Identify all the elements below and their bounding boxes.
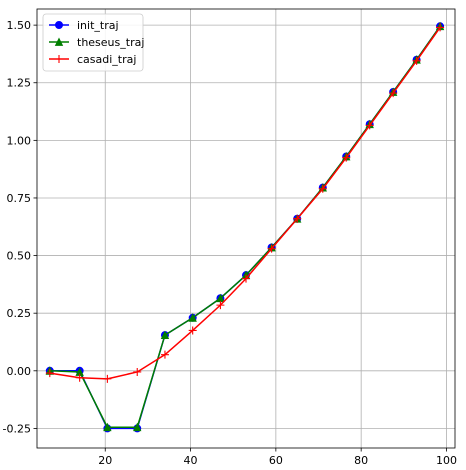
legend-box bbox=[42, 13, 144, 72]
legend-marker bbox=[55, 21, 63, 29]
data-point-casadi_traj bbox=[160, 350, 169, 359]
legend-item-init_traj: init_traj bbox=[49, 19, 119, 32]
series-line-casadi_traj bbox=[49, 27, 441, 380]
legend-item-casadi_traj: casadi_traj bbox=[49, 53, 136, 66]
y-tick-label: 0.00 bbox=[7, 365, 32, 378]
data-point-casadi_traj bbox=[103, 374, 112, 383]
y-tick-label: 1.25 bbox=[7, 77, 32, 90]
data-point-casadi_traj bbox=[216, 301, 225, 310]
x-tick-label: 40 bbox=[184, 454, 198, 467]
y-tick-label: 0.75 bbox=[7, 192, 32, 205]
data-point-casadi_traj bbox=[365, 121, 374, 130]
data-point-casadi_traj bbox=[412, 56, 421, 65]
legend-item-theseus_traj: theseus_traj bbox=[49, 36, 144, 49]
y-tick-label: 0.50 bbox=[7, 250, 32, 263]
y-tick-label: 0.25 bbox=[7, 307, 32, 320]
legend-marker bbox=[54, 37, 64, 46]
series-lines bbox=[45, 21, 445, 433]
data-point-casadi_traj bbox=[318, 184, 327, 193]
data-point-casadi_traj bbox=[389, 89, 398, 98]
grid-lines bbox=[37, 9, 455, 448]
legend-label: theseus_traj bbox=[77, 36, 144, 49]
data-point-casadi_traj bbox=[293, 214, 302, 223]
legend-marker bbox=[55, 55, 63, 63]
data-point-casadi_traj bbox=[267, 244, 276, 253]
x-tick-label: 100 bbox=[436, 454, 457, 467]
x-tick-label: 20 bbox=[98, 454, 112, 467]
data-point-casadi_traj bbox=[45, 369, 54, 378]
data-point-theseus_traj bbox=[103, 422, 112, 432]
data-point-casadi_traj bbox=[188, 326, 197, 335]
y-tick-label: 1.50 bbox=[7, 19, 32, 32]
legend-label: init_traj bbox=[77, 19, 119, 32]
series-casadi_traj bbox=[45, 23, 445, 383]
data-point-theseus_traj bbox=[160, 330, 170, 339]
legend-label: casadi_traj bbox=[77, 53, 136, 66]
x-tick-label: 80 bbox=[354, 454, 368, 467]
axis-ticks: 20 40 60 80 100 -0.25 0.00 0.25 0.50 0.75 1.00 1.25… bbox=[3, 19, 457, 467]
legend: init_traj theseus_traj casadi_traj bbox=[42, 13, 144, 72]
data-point-casadi_traj bbox=[436, 23, 445, 32]
data-point-casadi_traj bbox=[242, 274, 250, 283]
data-point-casadi_traj bbox=[75, 373, 84, 382]
data-point-casadi_traj bbox=[133, 367, 142, 376]
data-point-theseus_traj bbox=[188, 313, 197, 322]
y-tick-label: -0.25 bbox=[3, 422, 31, 435]
data-point-theseus_traj bbox=[133, 422, 142, 432]
x-tick-label: 60 bbox=[269, 454, 283, 467]
data-point-casadi_traj bbox=[342, 153, 351, 162]
plot-area-frame bbox=[36, 8, 456, 449]
y-tick-label: 1.00 bbox=[7, 134, 32, 147]
